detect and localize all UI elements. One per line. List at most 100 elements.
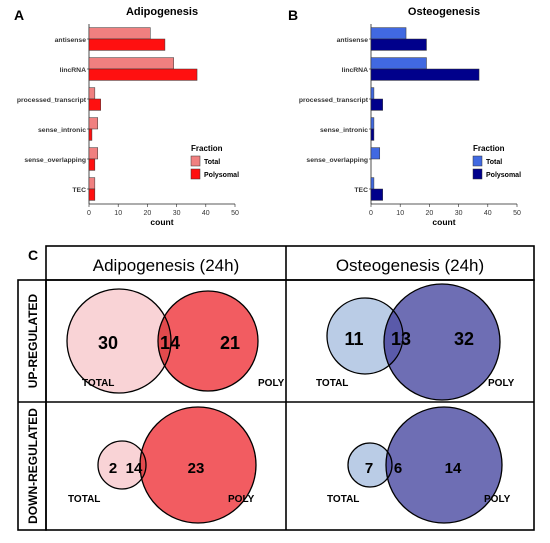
venn-circle-poly: [384, 284, 500, 400]
osteogenesis-x-tick-label: 30: [455, 210, 463, 217]
panel-letter-a: A: [14, 7, 24, 23]
adipogenesis-category-label: sense_intronic: [38, 127, 86, 134]
osteogenesis-bar-polysomal: [370, 68, 480, 81]
adipogenesis-bar-total: [88, 177, 96, 190]
panel-letter-b: B: [288, 7, 298, 23]
adipogenesis-bar-total: [88, 27, 151, 40]
venn-circle-total-outline: [326, 297, 404, 375]
venn-column-header-osteogenesis: Osteogenesis (24h): [336, 256, 484, 275]
osteogenesis-bar-total: [370, 57, 427, 70]
bar-chart-adipogenesis: Adipogenesis antisense lincRNA processed_tr…: [17, 6, 239, 227]
adipogenesis-bar-polysomal: [88, 188, 96, 201]
osteogenesis-legend-label: Polysomal: [486, 172, 521, 179]
adipogenesis-legend-swatch: [190, 155, 201, 167]
adipogenesis-bar-total: [88, 147, 99, 160]
venn-count-both: 6: [394, 460, 402, 477]
venn-row-header-up: UP-REGULATED: [26, 293, 40, 388]
venn-count-both: 14: [160, 333, 180, 353]
adipogenesis-x-tick-label: 0: [87, 210, 91, 217]
osteogenesis-x-tick-label: 50: [513, 210, 521, 217]
adipogenesis-bar-polysomal: [88, 68, 198, 81]
venn-count-poly-only: 14: [445, 460, 462, 477]
venn-circle-poly-outline: [385, 406, 503, 524]
osteogenesis-category-label: processed_transcript: [299, 97, 369, 104]
adipogenesis-legend-title: Fraction: [191, 144, 223, 153]
osteogenesis-x-tick-label: 40: [484, 210, 492, 217]
venn-circle-total: [98, 441, 146, 489]
venn-row-header-down: DOWN-REGULATED: [26, 408, 40, 524]
venn-count-poly-only: 32: [454, 329, 474, 349]
venn-circle-poly-outline: [139, 406, 257, 524]
venn-label-total: TOTAL: [68, 494, 100, 505]
adipogenesis-legend-label: Total: [204, 159, 220, 166]
venn-circle-total: [67, 289, 171, 393]
osteogenesis-legend-title: Fraction: [473, 144, 505, 153]
adipogenesis-x-tick-label: 10: [114, 210, 122, 217]
adipogenesis-category-label: lincRNA: [60, 67, 87, 74]
osteogenesis-bar-total: [370, 117, 375, 130]
adipogenesis-bar-polysomal: [88, 38, 166, 51]
osteogenesis-bar-total: [370, 87, 375, 100]
adipogenesis-category-label: processed_transcript: [17, 97, 87, 104]
adipogenesis-bar-polysomal: [88, 158, 96, 171]
adipogenesis-legend-swatch: [190, 168, 201, 180]
adipogenesis-bar-total: [88, 117, 99, 130]
venn-label-total: TOTAL: [82, 378, 114, 389]
venn-label-poly: POLY: [228, 494, 255, 505]
bar-chart-osteogenesis: Osteogenesis antisense lincRNA processed_tr…: [299, 6, 521, 227]
venn-body: [45, 279, 535, 531]
venn-circle-total: [348, 443, 392, 487]
adipogenesis-category-label: antisense: [55, 37, 87, 44]
osteogenesis-category-label: lincRNA: [342, 67, 369, 74]
venn-circle-total-outline: [347, 442, 393, 488]
venn-count-total-only: 2: [109, 460, 117, 477]
venn-circle-total-outline: [97, 440, 147, 490]
osteogenesis-category-label: sense_intronic: [320, 127, 368, 134]
osteogenesis-bar-polysomal: [370, 98, 383, 111]
osteogenesis-category-label: antisense: [337, 37, 369, 44]
venn-label-poly: POLY: [488, 378, 515, 389]
osteogenesis-bar-polysomal: [370, 128, 375, 141]
venn-circle-poly-outline: [157, 290, 259, 392]
osteogenesis-bar-total: [370, 147, 381, 160]
osteogenesis-x-tick-label: 20: [426, 210, 434, 217]
adipogenesis-legend-label: Polysomal: [204, 172, 239, 179]
venn-circle-poly: [140, 407, 256, 523]
venn-circle-poly: [158, 291, 258, 391]
adipogenesis-category-label: sense_overlapping: [24, 157, 86, 164]
venn-count-total-only: 7: [365, 460, 373, 477]
osteogenesis-bar-total: [370, 27, 407, 40]
adipogenesis-bar-total: [88, 57, 174, 70]
osteogenesis-title: Osteogenesis: [408, 6, 480, 18]
osteogenesis-legend-label: Total: [486, 159, 502, 166]
adipogenesis-bar-polysomal: [88, 128, 93, 141]
venn-label-total: TOTAL: [316, 378, 348, 389]
osteogenesis-bar-total: [370, 177, 375, 190]
adipogenesis-x-tick-label: 40: [202, 210, 210, 217]
panel-letter-c: C: [28, 247, 38, 263]
osteogenesis-x-axis-label: count: [432, 217, 455, 227]
venn-label-poly: POLY: [258, 378, 285, 389]
adipogenesis-x-tick-label: 20: [144, 210, 152, 217]
venn-label-total: TOTAL: [327, 494, 359, 505]
venn-count-poly-only: 23: [188, 460, 205, 477]
adipogenesis-x-axis-label: count: [150, 217, 173, 227]
venn-count-poly-only: 21: [220, 333, 240, 353]
adipogenesis-category-label: TEC: [72, 187, 86, 194]
adipogenesis-title: Adipogenesis: [126, 6, 198, 18]
adipogenesis-bar-total: [88, 87, 96, 100]
venn-diagrams: 30 14 21 TOTAL POLY 11 13 32 TOTAL POLY 2 14 23 TOTAL…: [66, 283, 515, 524]
osteogenesis-legend-swatch: [472, 155, 483, 167]
venn-count-total-only: 11: [344, 329, 363, 349]
osteogenesis-legend-swatch: [472, 168, 483, 180]
osteogenesis-category-label: sense_overlapping: [306, 157, 368, 164]
venn-column-header-adipogenesis: Adipogenesis (24h): [93, 256, 239, 275]
venn-circle-poly-outline: [383, 283, 501, 401]
osteogenesis-bar-polysomal: [370, 38, 427, 51]
venn-circle-total-outline: [66, 288, 172, 394]
venn-circle-poly: [386, 407, 502, 523]
venn-circle-total: [327, 298, 403, 374]
venn-table: Adipogenesis (24h) Osteogenesis (24h) UP…: [17, 245, 535, 531]
